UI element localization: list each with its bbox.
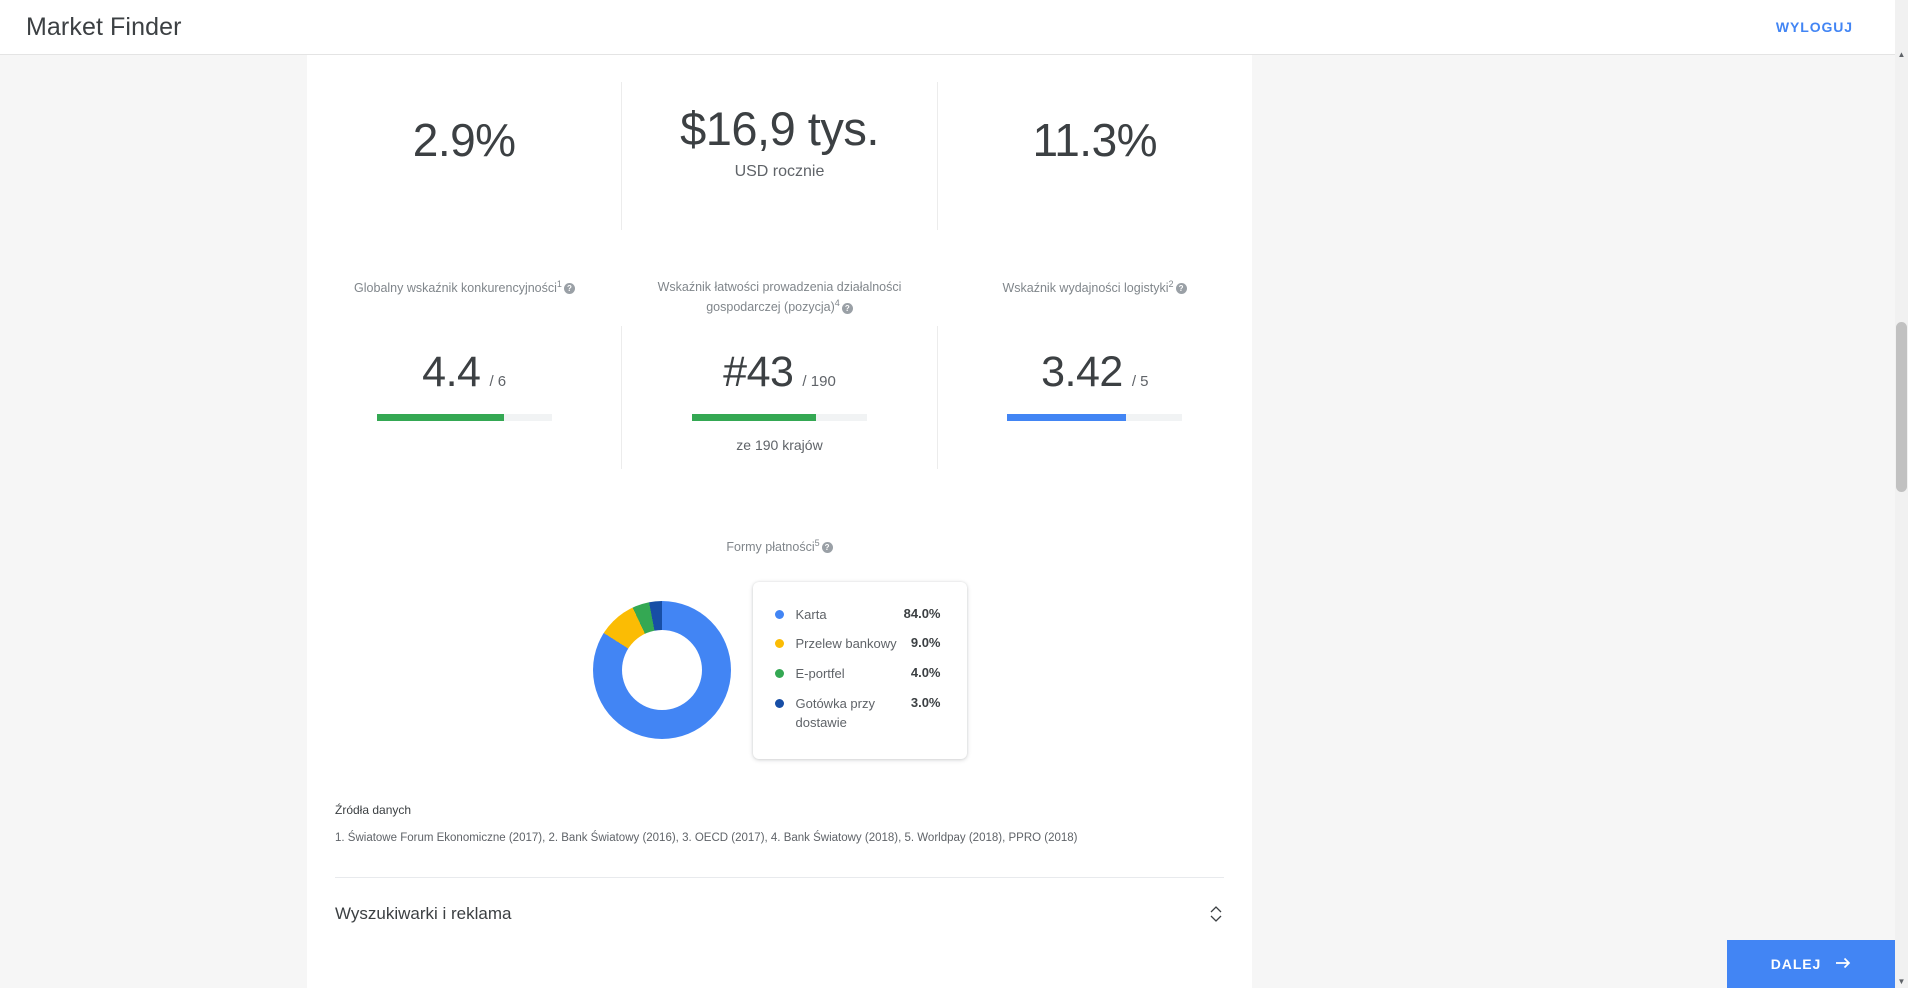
payment-chart-wrap: Karta 84.0% Przelew bankowy 9.0% E-portf… [307,581,1252,759]
payment-label-text: Formy płatności [726,540,815,555]
logout-button[interactable]: WYLOGUJ [1768,11,1861,43]
index-label-text-2: Wskaźnik wydajności logistyki [1002,281,1169,296]
index-score-1: #43 / 190 ze 190 krajów [621,326,938,469]
country-stats-card: 2.9% $16,9 tys. USD rocznie 11.3% Global… [307,55,1252,988]
index-label-1: Wskaźnik łatwości prowadzenia działalnoś… [640,278,919,318]
index-score-2: 3.42 / 5 [938,326,1252,469]
legend-color-dot [774,669,784,679]
index-label-sup-0: 1 [556,279,562,289]
score-value-1: #43 [723,348,794,396]
payment-label-sup: 5 [814,538,820,548]
legend-label-1: Przelew bankowy [795,636,897,652]
list-item: Karta 84.0% [774,605,941,625]
payment-label-wrap: Formy płatności5? [307,537,1252,558]
headline-value-1: $16,9 tys. [680,102,879,155]
score-note-1: ze 190 krajów [736,437,823,453]
scrollbar-thumb[interactable] [1896,322,1907,492]
index-label-cell-0: Globalny wskaźnik konkurencyjności1? [307,278,622,326]
score-denom-0: / 6 [489,373,507,390]
help-icon[interactable]: ? [841,302,853,314]
score-line-0: 4.4 / 6 [422,348,506,397]
score-progress-fill-2 [1007,414,1127,421]
index-label-0: Globalny wskaźnik konkurencyjności1? [354,278,575,299]
legend-value-3: 3.0% [910,695,941,711]
index-label-sup-2: 2 [1168,279,1174,289]
page-title: Market Finder [26,12,182,41]
score-line-2: 3.42 / 5 [1041,348,1148,397]
index-label-text-1: Wskaźnik łatwości prowadzenia działalnoś… [657,280,902,315]
accordion-search-and-ads[interactable]: Wyszukiwarki i reklama [307,878,1252,950]
index-scores-row: 4.4 / 6 #43 / 190 ze 190 krajów [307,326,1252,469]
index-label-text-0: Globalny wskaźnik konkurencyjności [354,281,557,296]
score-progress-fill-0 [376,414,505,421]
index-label-cell-2: Wskaźnik wydajności logistyki2? [937,278,1252,326]
list-item: E-portfel 4.0% [774,665,941,684]
data-sources-text: 1. Światowe Forum Ekonomiczne (2017), 2.… [335,831,1078,844]
section-divider [335,877,1224,878]
next-button-label: DALEJ [1770,956,1822,972]
chevron-up-down-icon[interactable] [1208,906,1224,922]
legend-color-dot [774,699,784,709]
legend-label-2: E-portfel [795,666,845,682]
index-score-0: 4.4 / 6 [307,326,621,469]
legend-color-dot [774,609,784,619]
row-spacer [307,230,1252,278]
score-denom-2: / 5 [1131,373,1149,390]
help-icon[interactable]: ? [563,283,575,295]
legend-label-0: Karta [795,606,827,622]
scroll-up-arrow-icon[interactable]: ▲ [1897,50,1906,59]
headline-metric-0: 2.9% [307,82,621,230]
page-scroll-area: 2.9% $16,9 tys. USD rocznie 11.3% Global… [0,55,1895,988]
headline-caption-1: USD rocznie [734,162,825,180]
app-header: Market Finder WYLOGUJ [0,0,1895,55]
data-sources: Źródła danych 1. Światowe Forum Ekonomic… [307,803,1252,847]
score-denom-1: / 190 [802,373,836,390]
help-icon[interactable]: ? [821,542,833,554]
index-label-cell-1: Wskaźnik łatwości prowadzenia działalnoś… [622,278,937,326]
headline-metrics-row: 2.9% $16,9 tys. USD rocznie 11.3% [307,55,1252,230]
next-button[interactable]: DALEJ [1727,940,1895,988]
scroll-down-arrow-icon[interactable]: ▼ [1897,977,1906,986]
legend-label-3: Gotówka przy dostawie [795,696,875,730]
list-item: Gotówka przy dostawie 3.0% [774,695,941,733]
headline-value-0: 2.9% [412,114,516,166]
headline-metric-1: $16,9 tys. USD rocznie [621,82,938,230]
index-label-sup-1: 4 [834,298,840,309]
legend-value-2: 4.0% [910,665,941,681]
help-icon[interactable]: ? [1175,283,1187,295]
payment-methods-section: Formy płatności5? Karta 84.0% Przelew ba… [307,469,1252,759]
index-labels-row: Globalny wskaźnik konkurencyjności1? Wsk… [307,278,1252,326]
score-value-0: 4.4 [422,348,481,396]
headline-value-2: 11.3% [1032,114,1158,166]
score-progress-track-0 [376,414,552,421]
accordion-title: Wyszukiwarki i reklama [335,904,512,923]
score-progress-track-1 [691,414,867,421]
payment-donut-chart [592,601,731,740]
score-value-2: 3.42 [1041,348,1123,396]
legend-value-1: 9.0% [910,635,941,651]
list-item: Przelew bankowy 9.0% [774,635,941,654]
legend-color-dot [774,639,784,649]
score-progress-track-2 [1007,414,1183,421]
score-line-1: #43 / 190 [723,348,836,397]
data-sources-title: Źródła danych [335,802,412,817]
index-label-2: Wskaźnik wydajności logistyki2? [1002,278,1187,299]
score-progress-fill-1 [691,414,817,421]
payment-legend: Karta 84.0% Przelew bankowy 9.0% E-portf… [752,581,967,759]
legend-value-0: 84.0% [903,605,941,621]
headline-metric-2: 11.3% [938,82,1252,230]
vertical-scrollbar[interactable]: ▲ ▼ [1895,0,1908,988]
arrow-right-icon [1835,956,1851,972]
payment-methods-label: Formy płatności5? [726,537,833,558]
